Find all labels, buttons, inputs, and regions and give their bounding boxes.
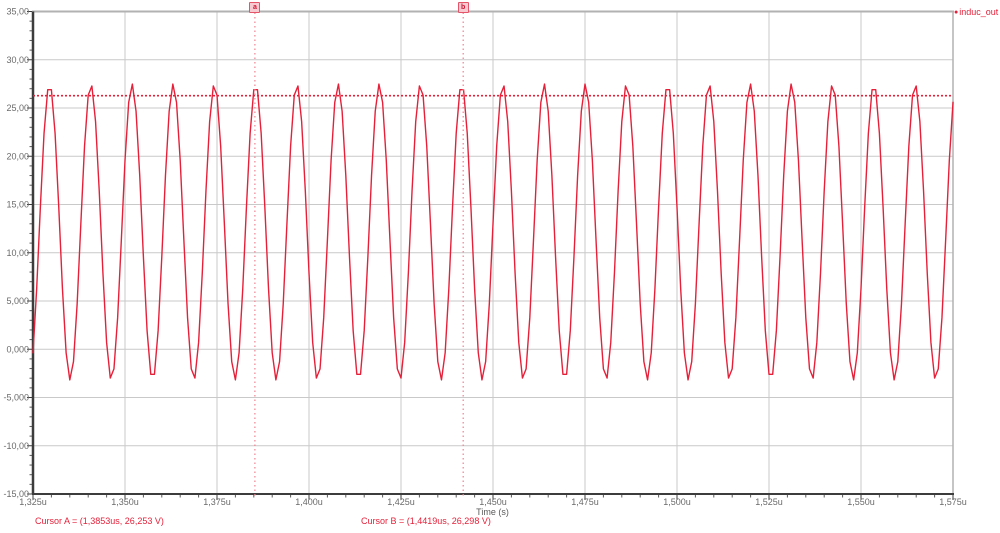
svg-text:1,375u: 1,375u — [203, 497, 231, 507]
svg-text:1,325u: 1,325u — [19, 497, 47, 507]
svg-text:-10,00: -10,00 — [3, 441, 29, 451]
svg-text:1,450u: 1,450u — [479, 497, 507, 507]
waveform-trace — [32, 83, 954, 381]
svg-text:1,425u: 1,425u — [387, 497, 415, 507]
svg-text:30,00: 30,00 — [6, 55, 29, 65]
svg-text:1,575u: 1,575u — [939, 497, 967, 507]
svg-text:10,00: 10,00 — [6, 248, 29, 258]
svg-text:35,00: 35,00 — [6, 7, 29, 17]
cursor-a-readout: Cursor A = (1,3853us, 26,253 V) — [35, 516, 164, 526]
svg-text:-5,000: -5,000 — [3, 393, 29, 403]
svg-text:1,475u: 1,475u — [571, 497, 599, 507]
svg-text:5,000: 5,000 — [6, 296, 29, 306]
svg-text:1,350u: 1,350u — [111, 497, 139, 507]
svg-text:-15,00: -15,00 — [3, 489, 29, 499]
series-color-bullet-icon: ● — [954, 8, 959, 16]
tick-labels: 1,325u 1,350u 1,375u 1,400u 1,425u 1,450u 1,47… — [3, 7, 966, 508]
cursor-b-handle[interactable]: b — [457, 2, 469, 13]
cursor-a-handle[interactable]: a — [249, 2, 261, 13]
svg-text:0,000: 0,000 — [6, 344, 29, 354]
cursor-b-readout: Cursor B = (1,4419us, 26,298 V) — [361, 516, 491, 526]
svg-text:15,00: 15,00 — [6, 200, 29, 210]
series-label: induc_out — [959, 7, 999, 17]
axes — [27, 10, 954, 500]
svg-text:1,550u: 1,550u — [847, 497, 875, 507]
legend-item[interactable]: ● induc_out — [954, 7, 998, 17]
svg-text:1,525u: 1,525u — [755, 497, 783, 507]
svg-text:20,00: 20,00 — [6, 151, 29, 161]
svg-text:1,400u: 1,400u — [295, 497, 323, 507]
gridlines — [33, 11, 953, 494]
svg-text:1,500u: 1,500u — [663, 497, 691, 507]
x-axis-title: Time (s) — [476, 507, 509, 517]
svg-text:25,00: 25,00 — [6, 103, 29, 113]
